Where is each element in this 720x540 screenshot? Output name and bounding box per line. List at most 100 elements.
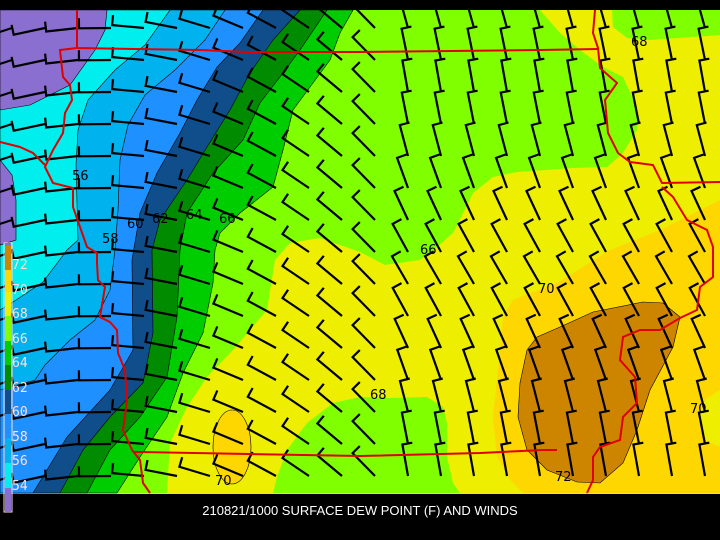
wind-barb	[663, 0, 674, 29]
wind-barb	[395, 153, 410, 189]
wind-barb	[280, 385, 310, 413]
wind-barb	[178, 456, 211, 478]
wind-barb	[565, 89, 577, 125]
wind-barb	[457, 282, 475, 317]
wind-barb	[624, 313, 641, 349]
legend-swatch	[5, 414, 11, 438]
legend-label: 56	[12, 454, 28, 469]
wind-barb	[400, 25, 412, 61]
wind-barb	[599, 441, 611, 477]
wind-barb	[351, 349, 376, 381]
legend-swatch	[5, 341, 11, 365]
wind-barb	[0, 26, 13, 34]
wind-barb	[44, 181, 79, 193]
state-boundaries	[0, 9, 720, 494]
legend-swatch	[5, 390, 11, 414]
state-line-west	[43, 47, 151, 494]
wind-barb	[588, 250, 607, 285]
wind-barb	[110, 399, 145, 414]
wind-barb	[698, 441, 710, 477]
wind-barb	[697, 25, 709, 61]
state-line-east	[591, 9, 720, 185]
wind-barb	[391, 282, 409, 317]
wind-barb	[246, 291, 277, 317]
wind-barb	[44, 117, 79, 129]
wind-barb	[393, 185, 409, 221]
wind-barb	[0, 346, 13, 354]
wind-barb	[492, 313, 509, 349]
wind-barb	[44, 309, 79, 321]
wind-barb	[315, 191, 343, 221]
wind-barb	[555, 250, 574, 285]
wind-barb	[398, 377, 410, 413]
wind-barb	[565, 409, 577, 445]
wind-barb	[110, 431, 145, 446]
wind-barb	[599, 57, 611, 93]
wind-barb	[688, 282, 706, 317]
legend-color-bar	[5, 243, 11, 512]
wind-barb	[456, 250, 475, 285]
wind-barb	[631, 89, 643, 125]
wind-barb	[10, 184, 46, 197]
wind-barb	[566, 57, 578, 93]
wind-barb	[434, 57, 446, 93]
legend-label: 60	[12, 405, 28, 420]
wind-barb	[10, 216, 46, 229]
contour-label: 72	[555, 470, 572, 485]
wind-barb	[690, 313, 707, 349]
wind-barb	[0, 58, 13, 66]
wind-barb	[556, 282, 574, 317]
wind-barb	[490, 218, 508, 253]
wind-barb	[246, 67, 277, 93]
wind-barb	[351, 0, 376, 29]
wind-barb	[433, 25, 445, 61]
wind-barb	[110, 47, 145, 62]
wind-barb	[697, 409, 709, 445]
wind-barb	[211, 262, 244, 286]
wind-barb	[563, 377, 575, 413]
wind-barb	[144, 299, 178, 318]
wind-barb	[391, 218, 409, 253]
wind-barb	[0, 122, 13, 130]
wind-barb	[280, 65, 310, 93]
wind-barb	[630, 0, 641, 29]
wind-barb	[596, 121, 608, 157]
wind-barb	[351, 189, 376, 221]
contour-label: 68	[631, 35, 648, 50]
wind-barbs	[0, 0, 710, 485]
wind-barb	[211, 6, 244, 30]
wind-barb	[44, 21, 79, 33]
wind-barb	[494, 153, 509, 189]
wind-barb	[246, 195, 277, 221]
wind-barb	[77, 114, 112, 126]
wind-barb	[664, 89, 676, 125]
legend-swatch	[5, 292, 11, 316]
wind-barb	[560, 153, 575, 189]
wind-barb	[280, 129, 310, 157]
legend-swatch	[5, 438, 11, 463]
wind-barb	[431, 121, 443, 157]
state-line-south	[133, 449, 557, 458]
wind-barb	[280, 33, 310, 61]
wind-barb	[566, 441, 578, 477]
wind-barb	[664, 409, 676, 445]
legend-swatch	[5, 365, 11, 390]
wind-barb	[178, 200, 211, 222]
wind-barb	[532, 89, 544, 125]
wind-barb	[497, 377, 509, 413]
wind-barb	[178, 136, 211, 158]
wind-barb	[315, 159, 343, 189]
wind-barb	[665, 441, 677, 477]
wind-barb	[246, 419, 277, 445]
wind-barb	[655, 282, 673, 317]
wind-barb	[393, 313, 410, 349]
wind-barb	[593, 345, 608, 381]
wind-barb	[424, 218, 442, 253]
wind-barb	[10, 152, 46, 165]
wind-barb	[144, 459, 178, 478]
legend-swatch	[5, 246, 11, 270]
wind-barb	[144, 363, 178, 382]
wind-barb	[178, 40, 211, 62]
wind-barb	[525, 185, 541, 221]
